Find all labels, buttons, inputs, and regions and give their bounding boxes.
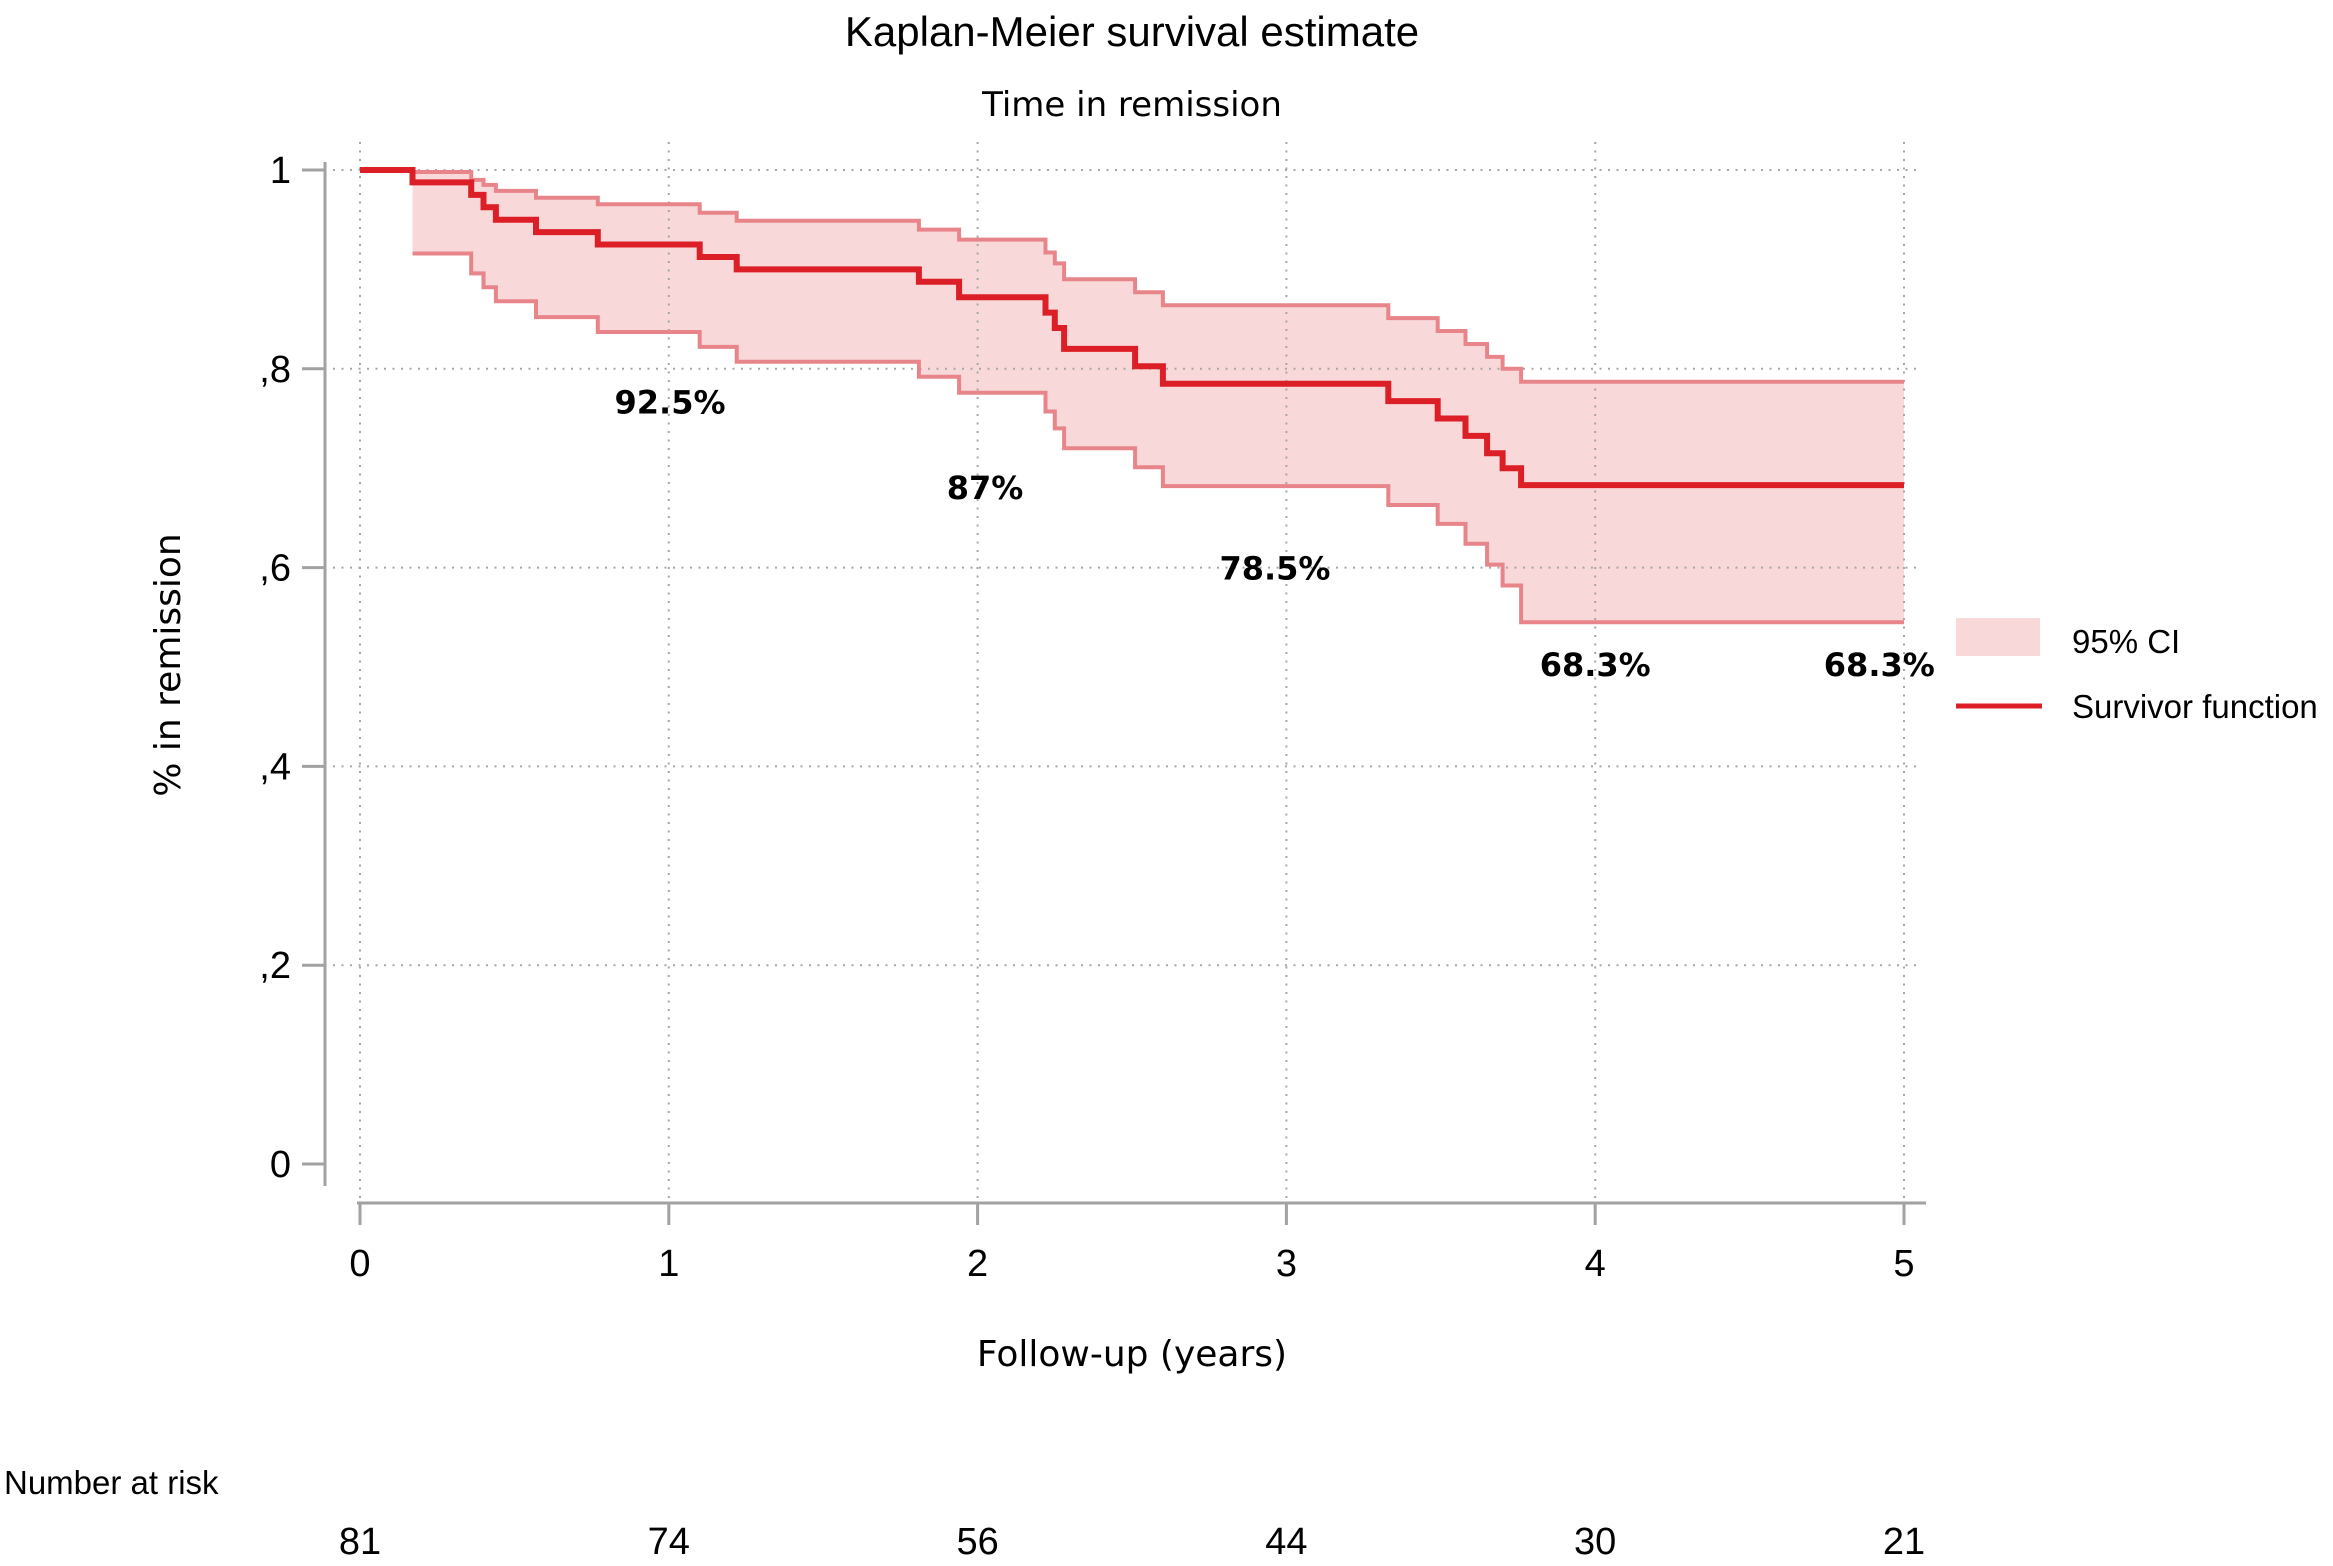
survivor-line [360,167,1904,489]
y-tick-label: ,2 [259,945,291,987]
plot-area: 0 ,2 ,4 ,6 ,8 1 0 1 2 3 4 5 92.5% 87% 78.5% 68.3% 68.3% 8… [259,142,1935,1563]
annotation-label: 87% [947,469,1024,507]
y-tick-label: ,8 [259,349,291,391]
x-tick-label: 1 [658,1243,679,1285]
legend: 95% CI Survivor function [1956,618,2318,725]
legend-survivor-label: Survivor function [2072,688,2318,725]
risk-count: 44 [1265,1521,1307,1563]
annotation-label: 68.3% [1540,646,1651,684]
risk-count: 56 [956,1521,998,1563]
risk-count: 30 [1574,1521,1616,1563]
y-tick-label: ,4 [259,746,291,788]
ci-lower-edge [412,251,1904,625]
x-tick-label: 5 [1893,1243,1914,1285]
chart-subtitle: Time in remission [981,85,1282,125]
chart-title: Kaplan-Meier survival estimate [845,8,1419,55]
risk-count: 74 [648,1521,690,1563]
legend-ci-swatch [1956,618,2040,656]
y-tick-label: ,6 [259,548,291,590]
x-axis-title: Follow-up (years) [977,1334,1287,1375]
x-tick-label: 4 [1585,1243,1606,1285]
risk-table-heading: Number at risk [4,1464,219,1501]
legend-ci-label: 95% CI [2072,623,2180,660]
x-tick-label: 3 [1276,1243,1297,1285]
y-tick-label: 0 [270,1144,291,1186]
risk-count: 21 [1883,1521,1925,1563]
ci-band [412,172,1904,623]
x-tick-label: 0 [349,1243,370,1285]
risk-count: 81 [339,1521,381,1563]
x-tick-label: 2 [967,1243,988,1285]
annotation-label: 68.3% [1824,646,1935,684]
y-tick-label: 1 [270,150,291,192]
ci-upper-edge [412,170,1904,384]
y-axis-title: % in remission [148,533,189,797]
annotation-label: 92.5% [615,384,726,422]
annotation-label: 78.5% [1219,550,1330,588]
